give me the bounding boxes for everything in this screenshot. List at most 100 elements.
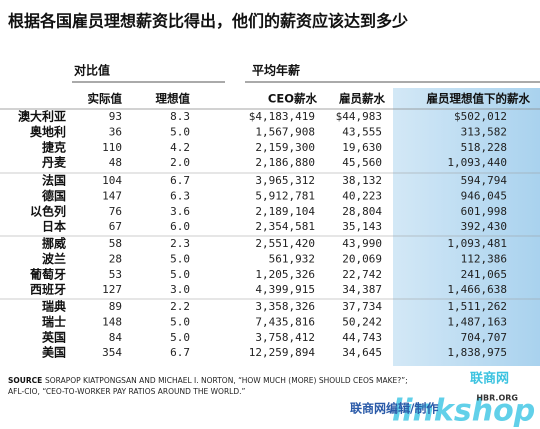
cell: 6.7 [170,174,190,187]
row-label: 瑞士 [42,314,66,329]
cell: 2.3 [170,237,190,250]
row-label: 西班牙 [30,282,66,297]
cell: 5.0 [170,315,190,328]
cell: 19,630 [342,141,382,154]
cell: 93 [109,110,122,123]
cell: 3,358,326 [255,300,315,313]
cell: 3.6 [170,205,190,218]
cell: 48 [109,156,122,169]
cell: 3,758,412 [255,331,315,344]
row-label: 挪威 [42,236,66,251]
column-header: 实际值 [88,92,123,106]
cell: 594,794 [461,174,508,187]
row-label: 法国 [42,173,66,188]
cell: 3.0 [170,283,190,296]
cell: 313,582 [461,125,507,138]
cell: 2.2 [170,300,190,313]
column-header: 理想值 [156,92,191,106]
cell: 43,990 [342,237,382,250]
credit: 联商网编辑/制作 [350,401,438,416]
cell: 34,645 [342,346,382,359]
cell: 6.0 [170,220,190,233]
cell: 354 [102,346,122,359]
cell: 704,707 [461,331,507,344]
cell: 1,511,262 [447,300,507,313]
group-header: 对比值 [74,63,110,78]
cell: 20,069 [342,252,382,265]
row-label: 以色列 [30,203,66,218]
cell: 2,189,104 [255,205,315,218]
cell: 7,435,816 [255,315,315,328]
cell: 5.0 [170,252,190,265]
cell: 50,242 [342,315,382,328]
cell: 147 [102,189,122,202]
cell: 2,551,420 [255,237,315,250]
cell: 127 [102,283,122,296]
cell: 5,912,781 [255,189,315,202]
cell: 601,998 [461,205,507,218]
cell: 3,965,312 [255,174,315,187]
cell: 1,466,638 [447,283,507,296]
row-label: 澳大利亚 [18,109,66,124]
cell: 28 [109,252,122,265]
cell: 148 [102,315,122,328]
source-text: AFL-CIO, “CEO-TO-WORKER PAY RATIOS AROUN… [8,387,245,396]
watermark-cn: 联商网 [470,371,509,387]
cell: 34,387 [342,283,382,296]
cell: 2,186,880 [255,156,315,169]
cell: 1,093,440 [447,156,507,169]
cell: 37,734 [342,300,382,313]
watermark-en: linkshop [392,394,535,429]
cell: 44,743 [342,331,382,344]
cell: 53 [109,268,122,281]
row-label: 奥地利 [30,124,66,139]
cell: 2,354,581 [255,220,315,233]
row-label: 日本 [42,219,66,234]
row-label: 丹麦 [42,155,67,170]
cell: 89 [109,300,122,313]
site: HBR.ORG [476,394,518,403]
cell: 2.0 [170,156,190,169]
group-header: 平均年薪 [252,63,300,78]
cell: 392,430 [461,220,507,233]
cell: 22,742 [342,268,382,281]
cell: 1,093,481 [447,237,507,250]
cell: 8.3 [170,110,190,123]
row-label: 美国 [42,345,66,360]
cell: 2,159,300 [255,141,315,154]
cell: 1,567,908 [255,125,315,138]
cell: 1,838,975 [447,346,507,359]
row-label: 德国 [42,188,66,203]
cell: $502,012 [454,110,507,123]
cell: 38,132 [342,174,382,187]
row-label: 葡萄牙 [29,266,66,281]
source-text: SORAPOP KIATPONGSAN AND MICHAEL I. NORTO… [45,376,408,385]
cell: 5.0 [170,125,190,138]
cell: 43,555 [342,125,382,138]
cell: 1,487,163 [447,315,507,328]
cell: 112,386 [461,252,507,265]
cell: 518,228 [461,141,507,154]
cell: 946,045 [461,189,507,202]
cell: 1,205,326 [255,268,315,281]
cell: 58 [109,237,122,250]
cell: 45,560 [342,156,382,169]
row-label: 捷克 [42,139,66,154]
row-label: 瑞典 [42,299,66,314]
cell: 241,065 [461,268,507,281]
cell: 104 [102,174,122,187]
cell: 4,399,915 [255,283,315,296]
cell: 5.0 [170,331,190,344]
column-header: 雇员理想值下的薪水 [427,92,531,106]
cell: 36 [109,125,122,138]
row-label: 波兰 [42,251,66,266]
column-header: 雇员薪水 [339,92,385,106]
cell: 35,143 [342,220,382,233]
cell: 84 [109,331,123,344]
cell: 5.0 [170,268,190,281]
cell: $4,183,419 [249,110,315,123]
cell: 76 [109,205,122,218]
row-label: 英国 [42,329,66,344]
cell: 110 [102,141,122,154]
